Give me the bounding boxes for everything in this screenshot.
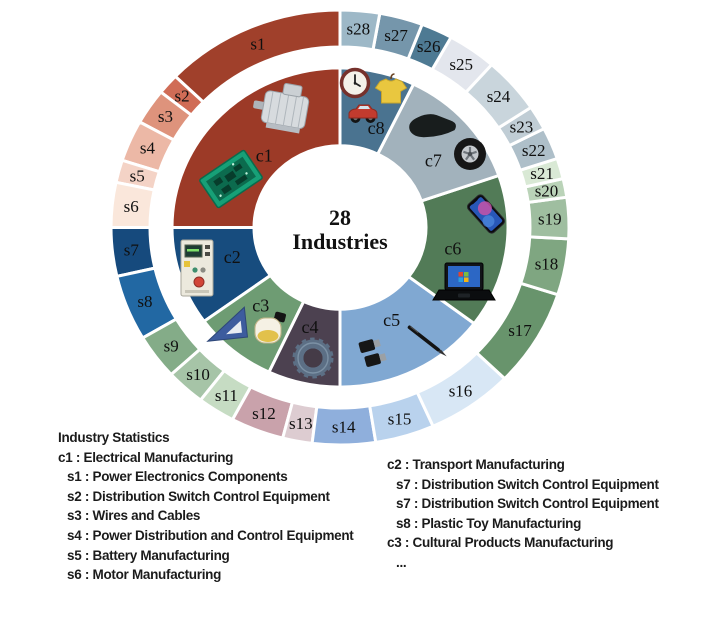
circuit-board-icon	[199, 149, 263, 209]
legend-line-c3: c3 : Cultural Products Manufacturing	[387, 535, 614, 551]
perfume-bottle-icon	[254, 311, 286, 344]
label-s28: s28	[346, 19, 370, 38]
legend-line-s1: s1 : Power Electronics Components	[67, 469, 288, 485]
label-s9: s9	[164, 337, 179, 356]
label-s27: s27	[384, 26, 408, 45]
gear-icon	[292, 337, 334, 379]
label-s1: s1	[250, 34, 265, 53]
legend-left-column: Industry Statistics c1 : Electrical Manu…	[58, 428, 354, 585]
label-s19: s19	[538, 209, 562, 228]
label-s15: s15	[388, 409, 412, 428]
label-s24: s24	[487, 87, 511, 106]
category-images	[180, 67, 505, 379]
label-s14: s14	[332, 418, 356, 437]
legend-line-c1: c1 : Electrical Manufacturing	[58, 449, 234, 465]
legend-title: Industry Statistics	[58, 430, 170, 445]
label-s16: s16	[449, 381, 473, 400]
legend-line-ellipsis: ...	[396, 554, 407, 570]
label-s26: s26	[417, 37, 441, 56]
legend-line-s7a: s7 : Distribution Switch Control Equipme…	[396, 476, 659, 492]
legend-line-s6: s6 : Motor Manufacturing	[67, 567, 222, 583]
label-s17: s17	[508, 321, 532, 340]
control-panel-icon	[180, 239, 214, 297]
legend-line-s5: s5 : Battery Manufacturing	[67, 547, 230, 563]
label-c6: c6	[444, 238, 461, 258]
smartphone-icon	[467, 194, 505, 234]
label-s2: s2	[175, 87, 190, 106]
label-s13: s13	[289, 414, 313, 433]
legend-line-s3: s3 : Wires and Cables	[67, 508, 201, 524]
label-s23: s23	[510, 118, 534, 137]
legend-line-s7b: s7 : Distribution Switch Control Equipme…	[396, 496, 659, 512]
label-s11: s11	[215, 386, 238, 405]
label-s10: s10	[186, 365, 210, 384]
legend-line-s4: s4 : Power Distribution and Control Equi…	[67, 527, 354, 543]
center-count: 28	[329, 205, 351, 230]
laptop-icon	[432, 262, 496, 301]
toy-car-icon	[348, 104, 378, 123]
label-s12: s12	[252, 404, 276, 423]
stylus-pen-icon	[407, 325, 447, 357]
label-c2: c2	[224, 247, 241, 267]
label-s5: s5	[130, 166, 145, 185]
label-c5: c5	[383, 310, 400, 330]
legend-line-s2: s2 : Distribution Switch Control Equipme…	[67, 488, 330, 504]
tire-icon	[454, 138, 486, 170]
label-s7: s7	[124, 241, 140, 260]
label-s4: s4	[140, 138, 156, 157]
label-s18: s18	[535, 254, 559, 273]
legend-right-column: c2 : Transport Manufacturing s7 : Distri…	[387, 455, 659, 573]
label-s20: s20	[535, 182, 559, 201]
segment-s28	[338, 8, 382, 52]
wall-clock-icon	[339, 67, 371, 99]
electric-motor-icon	[253, 82, 310, 134]
label-s21: s21	[530, 164, 554, 183]
label-s3: s3	[158, 107, 173, 126]
label-s6: s6	[124, 197, 139, 216]
center-label: 28 Industries	[292, 205, 388, 254]
label-c1: c1	[256, 146, 273, 166]
set-square-icon	[206, 306, 249, 342]
t-shirt-icon	[374, 73, 408, 104]
label-c4: c4	[302, 317, 319, 337]
usb-adapters-icon	[358, 339, 387, 367]
center-word: Industries	[292, 229, 388, 254]
label-c7: c7	[425, 151, 442, 171]
label-s22: s22	[522, 141, 546, 160]
label-s8: s8	[137, 292, 152, 311]
label-s25: s25	[449, 55, 473, 74]
legend-line-s8: s8 : Plastic Toy Manufacturing	[396, 515, 582, 531]
legend-line-c2: c2 : Transport Manufacturing	[387, 457, 565, 472]
shoe-sole-icon	[409, 114, 456, 138]
label-c3: c3	[252, 295, 269, 315]
